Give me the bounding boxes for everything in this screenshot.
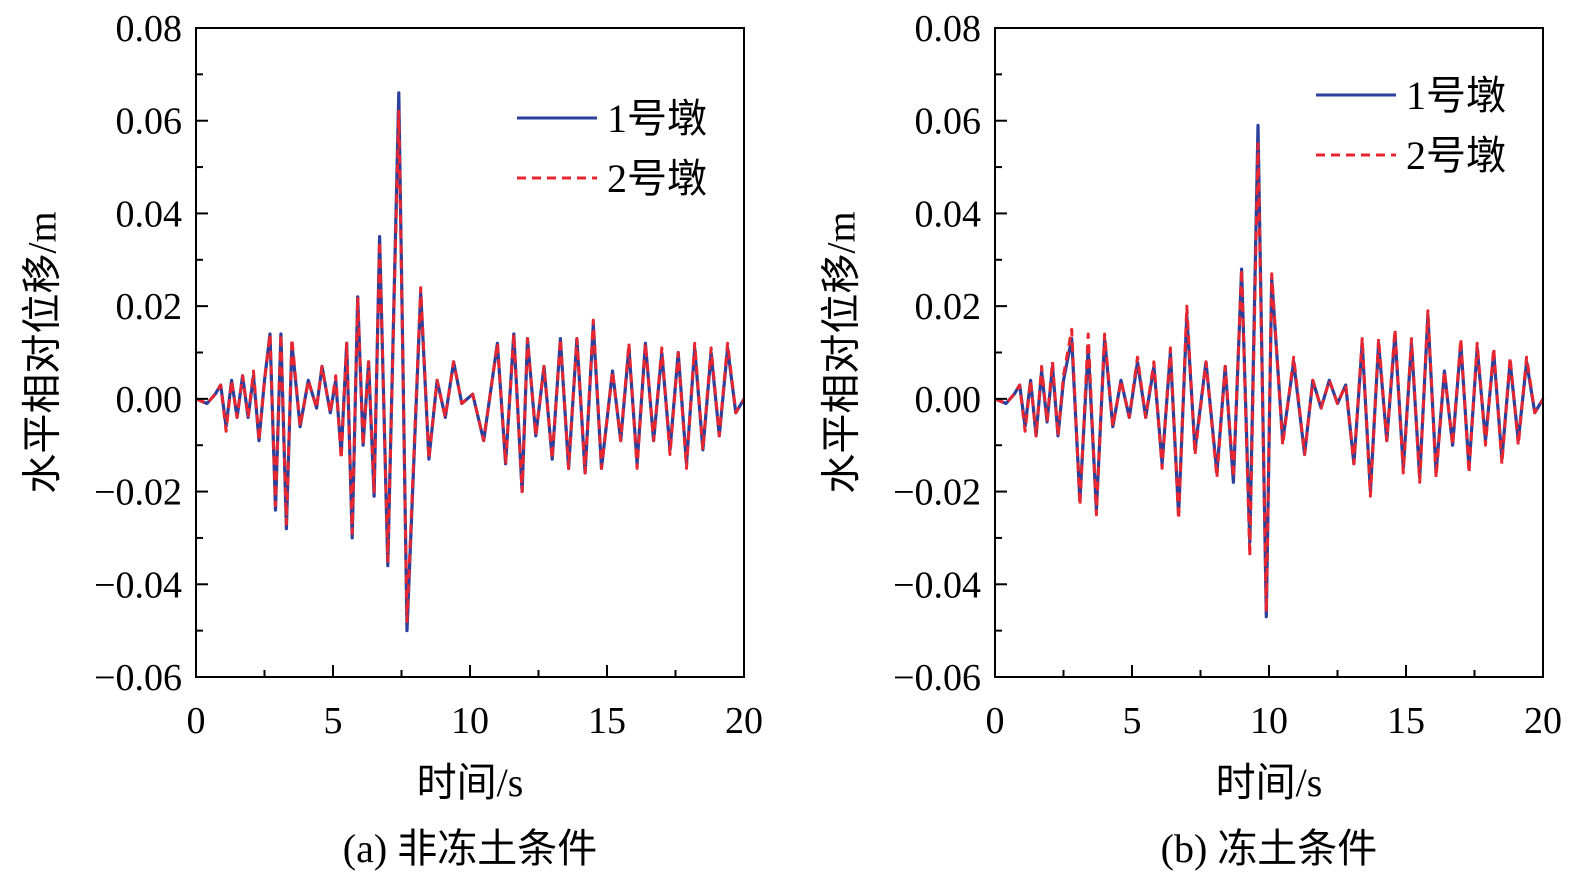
series-line-2-pier xyxy=(195,109,746,623)
y-tick-label: 0.04 xyxy=(915,193,982,235)
y-tick-label: 0.00 xyxy=(915,379,982,421)
y-tick-label: 0.04 xyxy=(116,193,183,235)
x-tick-label: 5 xyxy=(324,700,343,742)
series-line-2-pier xyxy=(994,142,1545,614)
x-tick-label: 15 xyxy=(1387,700,1425,742)
panel-caption: (a) 非冻土条件 xyxy=(343,826,597,871)
y-tick-label: 0.08 xyxy=(116,8,183,50)
y-tick-label: 0.02 xyxy=(116,286,183,328)
x-tick-label: 10 xyxy=(1250,700,1288,742)
legend-label-2: 2号墩 xyxy=(607,156,707,201)
y-axis-title: 水平相对位移/m xyxy=(20,211,65,493)
y-tick-label: −0.04 xyxy=(94,564,182,606)
y-tick-label: 0.08 xyxy=(915,8,982,50)
x-axis-title: 时间/s xyxy=(417,760,524,805)
x-tick-label: 0 xyxy=(986,700,1005,742)
legend-label-2: 2号墩 xyxy=(1406,133,1506,178)
y-tick-label: −0.04 xyxy=(893,564,981,606)
y-tick-label: −0.06 xyxy=(893,657,981,699)
y-axis-title: 水平相对位移/m xyxy=(819,211,864,493)
x-tick-label: 20 xyxy=(725,700,763,742)
x-tick-label: 0 xyxy=(187,700,206,742)
x-tick-label: 10 xyxy=(451,700,489,742)
panel-b: 0 5 10 15 20 −0.06 −0.04 −0.02 0.00 0.02 0.04 0.06 0… xyxy=(819,8,1563,871)
y-tick-label: 0.06 xyxy=(116,101,183,143)
y-tick-label: −0.02 xyxy=(893,472,981,514)
x-tick-label: 15 xyxy=(588,700,626,742)
y-tick-label: −0.02 xyxy=(94,472,182,514)
x-axis-title: 时间/s xyxy=(1216,760,1323,805)
panel-a: 0 5 10 15 20 −0.06 −0.04 −0.02 0.00 0.02 0.04 0.06 0… xyxy=(20,8,764,871)
legend-label-1: 1号墩 xyxy=(607,96,707,141)
y-tick-label: 0.00 xyxy=(116,379,183,421)
y-tick-label: 0.02 xyxy=(915,286,982,328)
y-tick-label: −0.06 xyxy=(94,657,182,699)
y-tick-label: 0.06 xyxy=(915,101,982,143)
series-line-1-pier xyxy=(994,123,1545,619)
legend-label-1: 1号墩 xyxy=(1406,73,1506,118)
panel-caption: (b) 冻土条件 xyxy=(1161,826,1378,871)
x-tick-label: 20 xyxy=(1524,700,1562,742)
x-tick-label: 5 xyxy=(1123,700,1142,742)
